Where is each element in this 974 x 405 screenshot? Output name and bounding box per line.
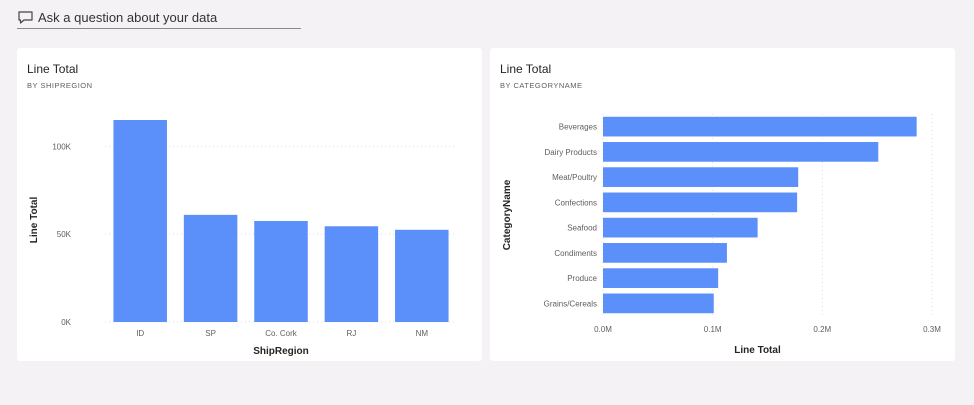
chart-title: Line Total	[27, 62, 79, 76]
y-axis-title: CategoryName	[502, 179, 513, 250]
shipregion-bar-chart: 0K 50K 100K ID SP Co. Cork RJ NM ShipRegion Line …	[29, 120, 457, 357]
x-tick-label: NM	[416, 329, 429, 338]
bar	[254, 221, 308, 322]
bar	[603, 243, 727, 263]
y-tick-label: Beverages	[559, 123, 597, 132]
x-tick-label: ID	[136, 329, 144, 338]
y-tick-label: Condiments	[554, 249, 597, 258]
bar	[603, 217, 758, 238]
chart-subtitle: BY SHIPREGION	[27, 81, 93, 90]
y-tick-label: Confections	[555, 198, 597, 207]
y-tick-label: Produce	[567, 274, 597, 283]
x-tick-label: 0.2M	[813, 325, 831, 334]
qa-placeholder: Ask a question about your data	[38, 9, 218, 25]
y-tick-label: Meat/Poultry	[552, 173, 597, 182]
categoryname-bar-chart: 0.0M 0.1M 0.2M 0.3M Beverages Dairy Products M…	[502, 114, 941, 356]
bar	[603, 293, 714, 314]
y-tick-label: Seafood	[567, 224, 597, 233]
y-tick-label: 100K	[52, 142, 71, 151]
categoryname-chart-tile[interactable]: Line Total BY CATEGORYNAME 0.0M 0.1M 0.2M 0…	[490, 48, 955, 361]
x-tick-label: 0.3M	[923, 325, 941, 334]
bar	[324, 226, 379, 322]
chart-title: Line Total	[500, 62, 552, 76]
x-axis-title: Line Total	[734, 345, 781, 356]
x-tick-label: SP	[205, 329, 216, 338]
x-tick-label: RJ	[347, 329, 357, 338]
x-tick-label: 0.1M	[704, 325, 722, 334]
bar	[183, 214, 238, 322]
x-axis-title: ShipRegion	[253, 346, 309, 357]
qa-search-box[interactable]: Ask a question about your data	[17, 6, 301, 29]
bar	[603, 268, 719, 288]
shipregion-chart-tile[interactable]: Line Total BY SHIPREGION 0K 50K 100K ID SP Co…	[17, 48, 482, 361]
bar	[603, 167, 799, 187]
chat-bubble-icon	[17, 9, 34, 26]
y-tick-label: Dairy Products	[545, 148, 597, 157]
bar	[603, 192, 798, 213]
y-tick-label: 50K	[57, 230, 72, 239]
bar	[395, 229, 449, 322]
bar	[603, 116, 917, 137]
bar	[113, 120, 167, 322]
y-tick-label: Grains/Cereals	[544, 299, 597, 308]
y-axis-title: Line Total	[29, 197, 40, 244]
y-tick-label: 0K	[61, 318, 71, 327]
x-tick-label: Co. Cork	[265, 329, 298, 338]
chart-subtitle: BY CATEGORYNAME	[500, 81, 583, 90]
bar	[603, 142, 879, 162]
x-tick-label: 0.0M	[594, 325, 612, 334]
